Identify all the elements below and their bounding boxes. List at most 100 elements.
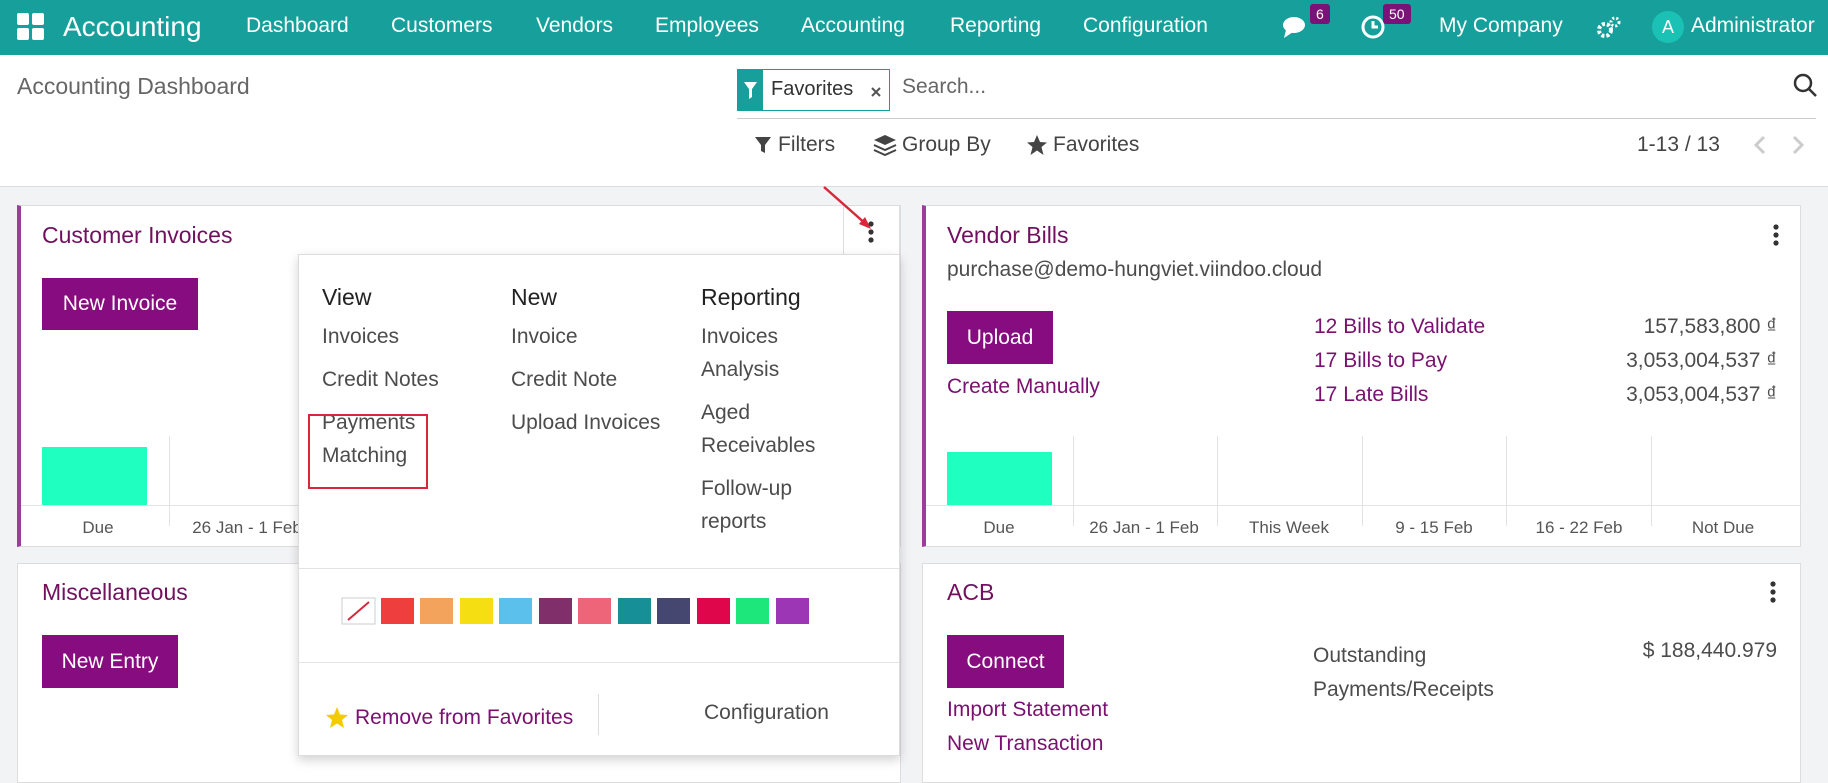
menu-item[interactable]: Customers — [391, 14, 493, 37]
primary-button[interactable]: New Invoice — [42, 278, 198, 330]
filter-icon — [755, 137, 771, 153]
card-email: purchase@demo-hungviet.viindoo.cloud — [947, 258, 1323, 281]
filters-button[interactable]: Filters — [778, 133, 836, 156]
highlight-box — [308, 414, 428, 489]
card-menu[interactable] — [1766, 221, 1786, 251]
navbar: Accounting Dashboard Customers Vendors E… — [0, 0, 1828, 55]
chart-grid — [1651, 436, 1652, 526]
groupby-icon — [873, 135, 897, 156]
stat-value: 3,053,004,537 ₫ — [1626, 349, 1777, 372]
balance-label: Outstanding Payments/Receipts — [1313, 644, 1494, 701]
chart-label: 26 Jan - 1 Feb — [192, 518, 302, 537]
color-picker[interactable] — [341, 597, 821, 627]
menu-item[interactable]: Vendors — [536, 14, 614, 37]
stat-label[interactable]: 17 Bills to Pay — [1314, 349, 1448, 372]
menu-item[interactable]: Configuration — [1083, 14, 1208, 37]
separator — [299, 662, 899, 663]
stat-label[interactable]: 17 Late Bills — [1314, 383, 1429, 406]
card-title[interactable]: Customer Invoices — [42, 222, 233, 248]
avatar[interactable]: A — [1652, 11, 1684, 43]
chart-axis — [926, 505, 1801, 506]
stat-value: 3,053,004,537 ₫ — [1626, 383, 1777, 406]
chart-grid — [169, 436, 170, 526]
link[interactable]: New Transaction — [947, 732, 1104, 755]
chart-grid — [1362, 436, 1363, 526]
column-title: View — [322, 284, 372, 310]
annotation-arrow — [823, 186, 871, 229]
chart-grid — [1506, 436, 1507, 526]
configuration-link[interactable]: Configuration — [704, 701, 829, 724]
breadcrumb: Accounting Dashboard — [17, 73, 250, 99]
menu-link[interactable]: Invoices Analysis — [701, 325, 780, 381]
link[interactable]: Import Statement — [947, 698, 1109, 721]
chat-icon[interactable] — [1282, 14, 1312, 42]
apps-icon[interactable] — [16, 12, 46, 42]
favorites-button[interactable]: Favorites — [1053, 133, 1140, 156]
card-title[interactable]: Miscellaneous — [42, 579, 188, 605]
chart-grid — [1073, 436, 1074, 526]
chart-label: Not Due — [1691, 518, 1755, 537]
user-name[interactable]: Administrator — [1691, 14, 1815, 37]
chart-bar — [42, 447, 147, 505]
chat-badge: 6 — [1310, 4, 1330, 24]
menu-link[interactable]: Credit Notes — [322, 368, 439, 391]
search-input[interactable]: Search... — [902, 75, 987, 98]
search-underline — [737, 118, 1816, 119]
chart-label: 16 - 22 Feb — [1535, 518, 1623, 537]
dropdown-column: Reporting Invoices Analysis Aged Receiva… — [701, 281, 831, 548]
search-facet[interactable]: Favorites — [737, 69, 890, 111]
menu-item[interactable]: Employees — [655, 14, 759, 37]
chart-label: 26 Jan - 1 Feb — [1089, 518, 1199, 537]
star-icon — [326, 707, 348, 728]
activity-icon[interactable] — [1360, 14, 1388, 42]
facet-remove[interactable] — [870, 86, 882, 98]
settings-icon[interactable] — [1596, 15, 1622, 41]
primary-button[interactable]: New Entry — [42, 635, 178, 688]
control-panel: Accounting Dashboard Favorites Search...… — [0, 55, 1828, 187]
card-title[interactable]: ACB — [947, 579, 995, 605]
primary-button[interactable]: Connect — [947, 635, 1064, 688]
dropdown-column: View Invoices Credit Notes Payments Matc… — [322, 281, 439, 482]
company[interactable]: My Company — [1439, 14, 1563, 37]
pager: 1-13 / 13 — [1637, 133, 1720, 156]
menu-link[interactable]: Credit Note — [511, 368, 618, 391]
menu-link[interactable]: Invoices — [322, 325, 400, 348]
chart-label: Due — [983, 518, 1015, 537]
journal-card: ACB Connect Import Statement New Transac… — [922, 563, 1801, 783]
groupby-button[interactable]: Group By — [902, 133, 991, 156]
menu-link[interactable]: Invoice — [511, 325, 578, 348]
card-title[interactable]: Vendor Bills — [947, 222, 1069, 248]
chart-label: This Week — [1249, 518, 1329, 537]
menu-link[interactable]: Follow-up reports — [701, 477, 793, 533]
chart-label: 9 - 15 Feb — [1395, 518, 1473, 537]
column-title: Reporting — [701, 284, 801, 310]
app-name[interactable]: Accounting — [63, 11, 202, 42]
menu-item[interactable]: Reporting — [950, 14, 1042, 37]
menu-item[interactable]: Accounting — [801, 14, 905, 37]
journal-card: Vendor Bills purchase@demo-hungviet.viin… — [922, 205, 1801, 547]
activity-badge: 50 — [1383, 4, 1411, 24]
menu-link[interactable]: Aged Receivables — [701, 401, 816, 457]
dropdown-column: New Invoice Credit Note Upload Invoices — [511, 281, 660, 449]
menu-link[interactable]: Payments Matching — [322, 411, 416, 467]
chart-grid — [1217, 436, 1218, 526]
remove-favorite[interactable]: Remove from Favorites — [355, 706, 574, 729]
divider — [598, 694, 599, 735]
pager-arrows[interactable] — [1750, 133, 1810, 157]
stat-label[interactable]: 12 Bills to Validate — [1314, 315, 1486, 338]
favorites-icon — [1027, 135, 1047, 155]
search-button[interactable] — [1793, 73, 1819, 99]
link[interactable]: Create Manually — [947, 375, 1100, 398]
facet-label: Favorites — [771, 78, 854, 100]
chart-label: Due — [82, 518, 114, 537]
primary-button[interactable]: Upload — [947, 311, 1053, 364]
column-title: New — [511, 284, 558, 310]
menu-item[interactable]: Dashboard — [246, 14, 349, 37]
balance-value: $ 188,440.979 — [1642, 639, 1777, 662]
card-menu[interactable] — [1763, 578, 1783, 608]
facet-icon — [738, 70, 763, 110]
menu-link[interactable]: Upload Invoices — [511, 411, 661, 434]
card-dropdown: View Invoices Credit Notes Payments Matc… — [298, 254, 900, 756]
stat-value: 157,583,800 ₫ — [1643, 315, 1777, 338]
